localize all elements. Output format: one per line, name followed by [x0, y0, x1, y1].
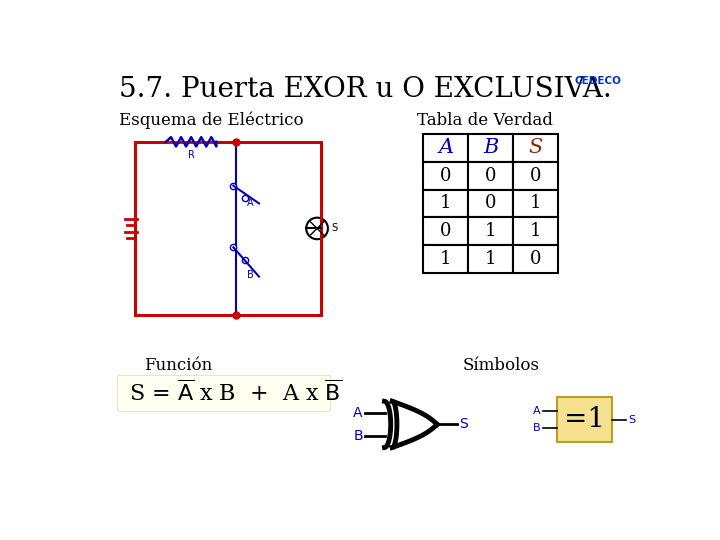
Text: B: B — [533, 423, 540, 433]
Text: 0: 0 — [440, 167, 451, 185]
Bar — [513, 134, 558, 162]
Text: S: S — [331, 224, 337, 233]
Text: 1: 1 — [530, 194, 541, 212]
Bar — [468, 134, 513, 162]
Text: 0: 0 — [440, 222, 451, 240]
Text: Tabla de Verdad: Tabla de Verdad — [418, 112, 553, 129]
Bar — [135, 142, 321, 315]
Text: B: B — [248, 270, 254, 280]
Text: CEDECO: CEDECO — [575, 76, 621, 85]
Bar — [513, 162, 558, 190]
Text: 1: 1 — [485, 222, 496, 240]
Bar — [468, 190, 513, 217]
Text: S = $\overline{\mathrm{A}}$ x B  +  A x $\overline{\mathrm{B}}$: S = $\overline{\mathrm{A}}$ x B + A x $\… — [129, 380, 342, 406]
Text: A: A — [248, 198, 254, 208]
Text: S: S — [459, 417, 468, 431]
Text: 1: 1 — [530, 222, 541, 240]
Text: B: B — [483, 138, 498, 158]
Bar — [117, 375, 330, 410]
Bar — [423, 190, 468, 217]
Text: 1: 1 — [440, 250, 451, 268]
Text: =1: =1 — [564, 406, 605, 433]
Text: A: A — [533, 406, 540, 416]
Bar — [468, 217, 513, 245]
Bar — [513, 190, 558, 217]
Text: R: R — [188, 150, 194, 160]
Bar — [513, 245, 558, 273]
Bar — [468, 162, 513, 190]
Text: 1: 1 — [440, 194, 451, 212]
Text: 0: 0 — [485, 194, 496, 212]
Text: Símbolos: Símbolos — [462, 356, 539, 374]
Text: A: A — [354, 406, 363, 420]
Text: Función: Función — [144, 356, 212, 374]
Bar — [557, 397, 612, 442]
Text: S: S — [629, 415, 636, 425]
Bar — [423, 134, 468, 162]
Text: S: S — [528, 138, 543, 158]
Bar — [423, 162, 468, 190]
Bar — [513, 217, 558, 245]
Bar — [468, 245, 513, 273]
Text: 0: 0 — [530, 250, 541, 268]
Text: 0: 0 — [485, 167, 496, 185]
Bar — [423, 217, 468, 245]
Text: Esquema de Eléctrico: Esquema de Eléctrico — [120, 111, 304, 129]
Text: 0: 0 — [530, 167, 541, 185]
Text: 5.7. Puerta EXOR u O EXCLUSIVA.: 5.7. Puerta EXOR u O EXCLUSIVA. — [119, 76, 611, 103]
Bar — [423, 245, 468, 273]
Text: 1: 1 — [485, 250, 496, 268]
Text: A: A — [438, 138, 454, 158]
Text: B: B — [354, 429, 363, 443]
